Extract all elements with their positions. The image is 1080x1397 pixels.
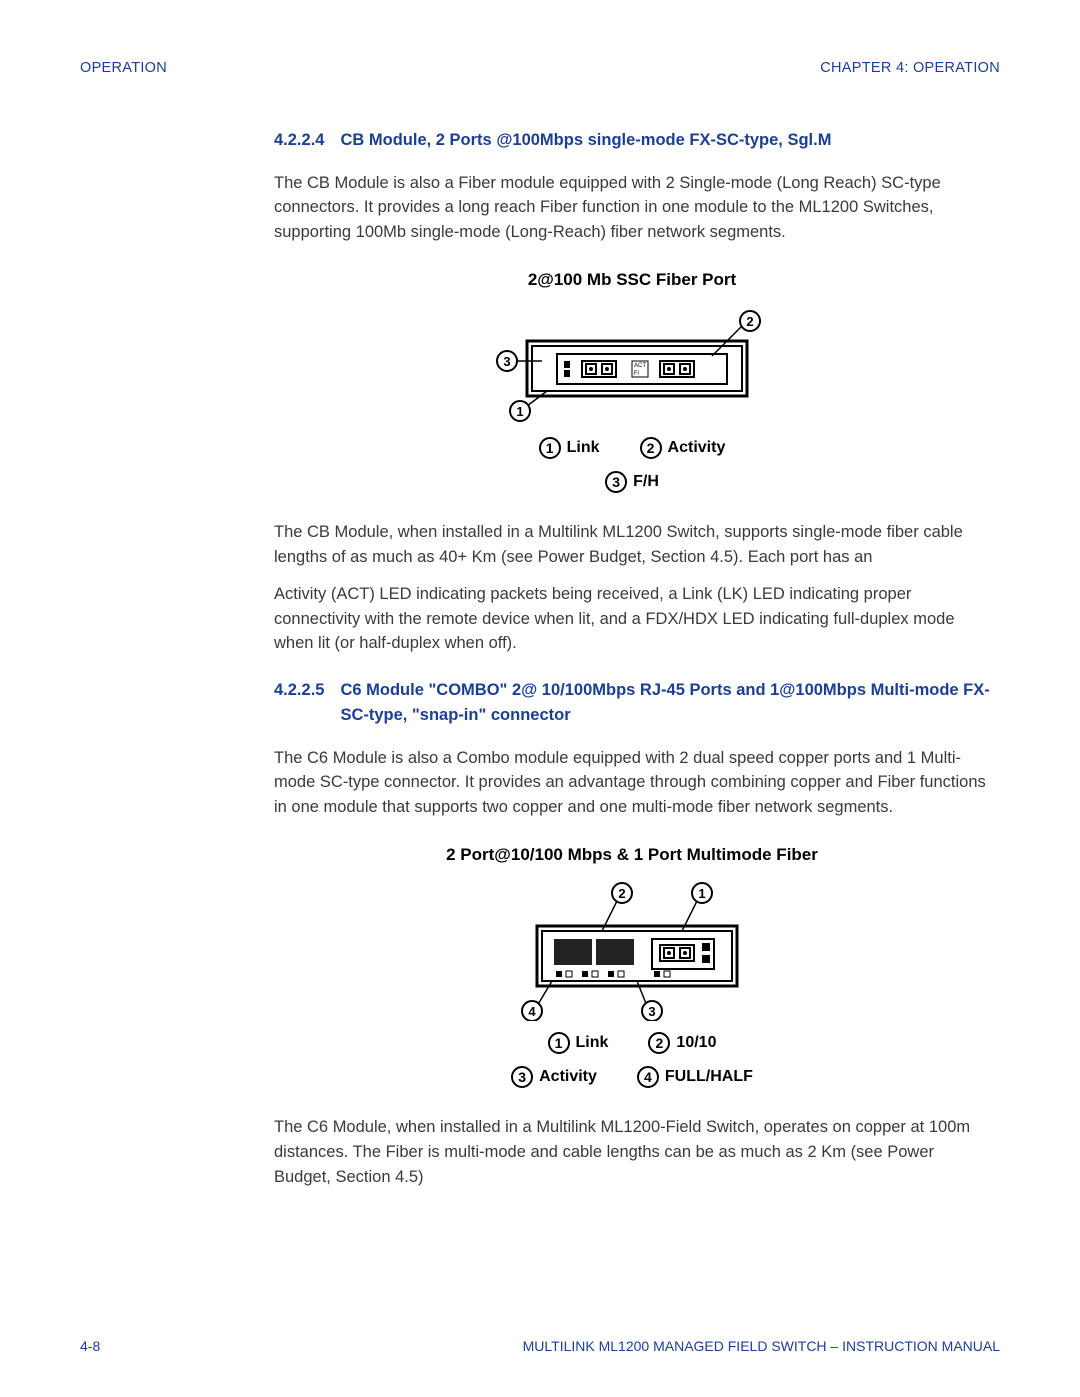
header-right: CHAPTER 4: OPERATION xyxy=(820,58,1000,80)
section-number: 4.2.2.5 xyxy=(274,678,324,728)
legend-label: Activity xyxy=(539,1065,597,1089)
legend-num: 2 xyxy=(640,437,662,459)
paragraph: The CB Module, when installed in a Multi… xyxy=(274,520,990,570)
paragraph: The C6 Module is also a Combo module equ… xyxy=(274,746,990,820)
cb-module-diagram: ACT F/ 2 3 1 xyxy=(482,306,782,426)
legend-item: 4 FULL/HALF xyxy=(637,1065,753,1089)
svg-text:1: 1 xyxy=(516,404,523,419)
legend-label: Link xyxy=(567,436,600,460)
legend-item: 2 10/10 xyxy=(648,1031,716,1055)
legend-num: 4 xyxy=(637,1066,659,1088)
legend-num: 2 xyxy=(648,1032,670,1054)
legend-item: 2 Activity xyxy=(640,436,726,460)
page-footer: 4-8 MULTILINK ML1200 MANAGED FIELD SWITC… xyxy=(80,1336,1000,1357)
svg-text:2: 2 xyxy=(746,314,753,329)
header-left: OPERATION xyxy=(80,58,167,80)
legend-label: F/H xyxy=(633,470,659,494)
legend-item: 3 Activity xyxy=(511,1065,597,1089)
footer-page-number: 4-8 xyxy=(80,1336,100,1357)
legend-label: Link xyxy=(576,1031,609,1055)
svg-text:F/: F/ xyxy=(634,371,640,377)
footer-manual-title: MULTILINK ML1200 MANAGED FIELD SWITCH – … xyxy=(523,1336,1000,1357)
paragraph: The CB Module is also a Fiber module equ… xyxy=(274,171,990,245)
section-heading-42224: 4.2.2.4 CB Module, 2 Ports @100Mbps sing… xyxy=(274,128,990,153)
svg-text:1: 1 xyxy=(698,886,705,901)
figure-title: 2 Port@10/100 Mbps & 1 Port Multimode Fi… xyxy=(274,842,990,868)
paragraph: Activity (ACT) LED indicating packets be… xyxy=(274,582,990,656)
section-heading-42225: 4.2.2.5 C6 Module "COMBO" 2@ 10/100Mbps … xyxy=(274,678,990,728)
legend-item: 1 Link xyxy=(548,1031,609,1055)
legend-num: 1 xyxy=(539,437,561,459)
svg-text:3: 3 xyxy=(648,1004,655,1019)
figure-legend-row1: 1 Link 2 Activity xyxy=(274,436,990,460)
legend-label: FULL/HALF xyxy=(665,1065,753,1089)
section-title: C6 Module "COMBO" 2@ 10/100Mbps RJ-45 Po… xyxy=(340,678,990,728)
legend-label: Activity xyxy=(668,436,726,460)
figure-cb-module: 2@100 Mb SSC Fiber Port ACT F/ xyxy=(274,267,990,495)
paragraph: The C6 Module, when installed in a Multi… xyxy=(274,1115,990,1189)
page-header: OPERATION CHAPTER 4: OPERATION xyxy=(80,58,1000,80)
figure-legend-row2: 3 F/H xyxy=(274,470,990,494)
section-title: CB Module, 2 Ports @100Mbps single-mode … xyxy=(340,128,990,153)
legend-num: 3 xyxy=(511,1066,533,1088)
legend-item: 3 F/H xyxy=(605,470,659,494)
legend-item: 1 Link xyxy=(539,436,600,460)
svg-text:ACT: ACT xyxy=(634,363,646,369)
svg-text:4: 4 xyxy=(528,1004,536,1019)
figure-c6-module: 2 Port@10/100 Mbps & 1 Port Multimode Fi… xyxy=(274,842,990,1090)
legend-num: 1 xyxy=(548,1032,570,1054)
section-number: 4.2.2.4 xyxy=(274,128,324,153)
figure-title: 2@100 Mb SSC Fiber Port xyxy=(274,267,990,293)
figure-legend-row1: 1 Link 2 10/10 xyxy=(274,1031,990,1055)
svg-text:3: 3 xyxy=(503,354,510,369)
svg-text:2: 2 xyxy=(618,886,625,901)
legend-num: 3 xyxy=(605,471,627,493)
c6-module-diagram: 1 2 3 4 xyxy=(482,881,782,1021)
legend-label: 10/10 xyxy=(676,1031,716,1055)
figure-legend-row2: 3 Activity 4 FULL/HALF xyxy=(274,1065,990,1089)
